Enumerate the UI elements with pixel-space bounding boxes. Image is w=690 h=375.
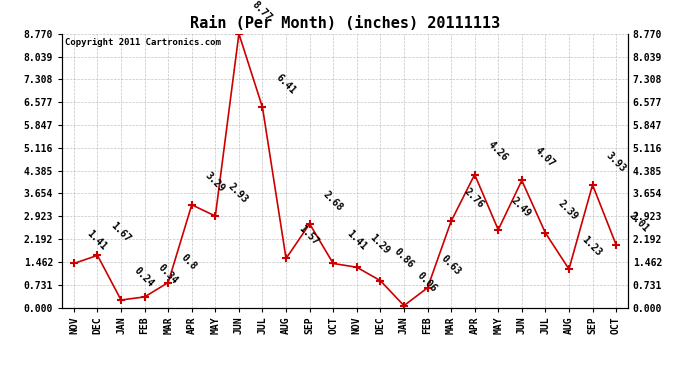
Title: Rain (Per Month) (inches) 20111113: Rain (Per Month) (inches) 20111113 [190,16,500,31]
Text: 3.93: 3.93 [604,150,627,174]
Text: 2.01: 2.01 [627,210,651,234]
Text: 2.49: 2.49 [509,195,533,219]
Text: 1.23: 1.23 [580,234,604,258]
Text: 1.41: 1.41 [344,229,368,252]
Text: 1.67: 1.67 [108,220,132,244]
Text: Copyright 2011 Cartronics.com: Copyright 2011 Cartronics.com [65,38,221,47]
Text: 8.77: 8.77 [250,0,274,22]
Text: 0.34: 0.34 [156,262,179,286]
Text: 2.68: 2.68 [321,189,344,213]
Text: 1.29: 1.29 [368,232,392,256]
Text: 0.8: 0.8 [179,252,199,272]
Text: 4.26: 4.26 [486,140,509,164]
Text: 0.86: 0.86 [391,246,415,270]
Text: 0.63: 0.63 [439,253,462,277]
Text: 1.41: 1.41 [85,229,109,252]
Text: 1.57: 1.57 [297,224,321,248]
Text: 4.07: 4.07 [533,146,557,170]
Text: 2.39: 2.39 [557,198,580,222]
Text: 3.29: 3.29 [203,170,226,194]
Text: 2.76: 2.76 [462,186,486,210]
Text: 6.41: 6.41 [274,73,297,96]
Text: 0.24: 0.24 [132,265,156,289]
Text: 2.93: 2.93 [226,181,250,205]
Text: 0.06: 0.06 [415,271,439,294]
